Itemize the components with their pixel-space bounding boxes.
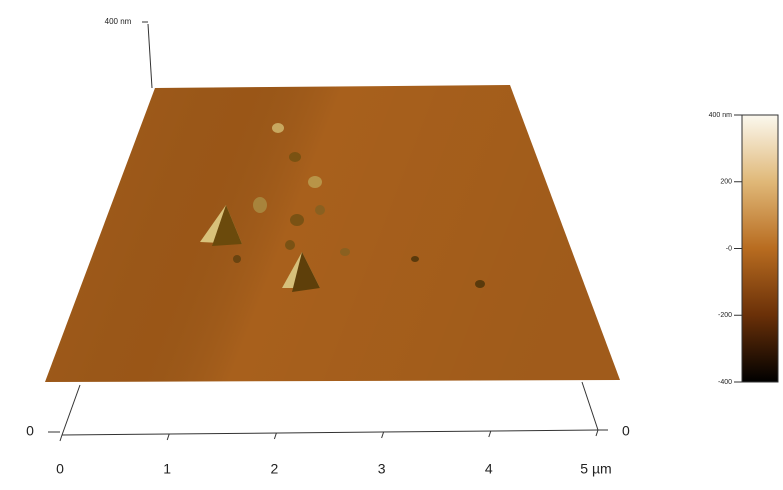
z-tick-label: 0 <box>26 423 34 439</box>
x-tick-label: 2 <box>271 461 279 477</box>
x-tick <box>60 435 62 441</box>
feature <box>289 152 301 162</box>
feature <box>308 176 322 188</box>
z-axis <box>148 24 152 88</box>
feature <box>315 205 325 215</box>
x-tick-label: 1 <box>163 461 171 477</box>
colorbar-tick-label: 200 <box>720 179 732 186</box>
x-tick-label: 3 <box>378 461 386 477</box>
feature <box>475 280 485 288</box>
x-tick-label: 4 <box>485 461 493 477</box>
feature <box>272 123 284 133</box>
colorbar-tick-label: -400 <box>718 379 732 386</box>
feature <box>290 214 304 226</box>
afm-figure: 0 1 2 3 4 5 µm 0 0 400 nm 400 nm 200 -0 -200 -400 <box>0 0 783 485</box>
x-axis <box>62 430 598 435</box>
x-tick <box>382 432 384 438</box>
y-tick-label: 0 <box>622 423 630 439</box>
feature <box>233 255 241 263</box>
x-tick <box>274 433 276 439</box>
colorbar <box>742 115 778 382</box>
colorbar-tick-label: -200 <box>718 312 732 319</box>
x-tick-label: 5 µm <box>580 461 611 477</box>
colorbar-tick-label: 400 nm <box>709 112 733 119</box>
surface <box>45 85 620 382</box>
axis-edge <box>62 385 80 435</box>
feature <box>285 240 295 250</box>
x-tick <box>489 431 491 437</box>
colorbar-tick-label: -0 <box>726 245 732 252</box>
axis-edge <box>582 382 598 430</box>
x-tick <box>596 430 598 436</box>
feature <box>411 256 419 262</box>
x-tick <box>167 434 169 440</box>
feature <box>340 248 350 256</box>
z-tick-label: 400 nm <box>105 17 132 26</box>
x-tick-label: 0 <box>56 461 64 477</box>
surface-shade <box>45 85 620 382</box>
feature <box>253 197 267 213</box>
